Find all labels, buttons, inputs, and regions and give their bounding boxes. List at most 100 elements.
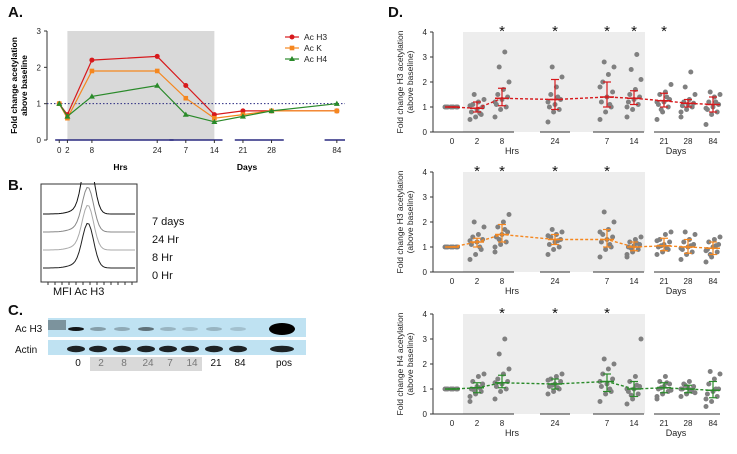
- y-tick-label: 1: [423, 103, 428, 112]
- data-point: [610, 376, 616, 382]
- flow-histogram-curve: [43, 222, 135, 269]
- y-tick-label: 2: [423, 78, 428, 87]
- data-point: [211, 118, 218, 125]
- y-axis-label-line: Fold change H4 acetylation: [395, 312, 405, 415]
- data-point: [706, 99, 712, 105]
- data-point: [154, 68, 160, 74]
- data-point: [668, 229, 674, 235]
- data-point: [625, 99, 631, 105]
- data-point: [480, 381, 486, 387]
- data-point: [691, 384, 697, 389]
- data-point: [506, 366, 512, 372]
- y-tick-label: 1: [423, 385, 428, 394]
- y-tick-label: 1: [37, 100, 42, 109]
- y-axis-label-line: Fold change H3 acetylation: [395, 30, 405, 133]
- data-point: [627, 239, 633, 245]
- data-point: [664, 245, 670, 251]
- x-tick-label: 21: [238, 146, 247, 155]
- y-tick-label: 3: [423, 53, 428, 62]
- lane-label: 14: [186, 358, 198, 369]
- data-point: [600, 371, 606, 377]
- data-point: [611, 64, 617, 70]
- flow-label-24hr: 24 Hr: [152, 234, 179, 246]
- significance-marker: *: [604, 305, 610, 322]
- data-point: [551, 389, 557, 394]
- x-tick-label: 0: [450, 419, 455, 428]
- data-point: [703, 404, 709, 409]
- data-point: [638, 77, 644, 82]
- data-point: [559, 371, 565, 377]
- significance-marker: *: [552, 23, 558, 40]
- data-point: [555, 94, 561, 100]
- data-point: [556, 244, 562, 250]
- data-point: [493, 384, 499, 389]
- data-point: [481, 224, 487, 230]
- flow-histogram-curve: [43, 182, 135, 215]
- data-point: [603, 391, 609, 397]
- data-point: [548, 92, 554, 97]
- data-point: [498, 389, 504, 394]
- blot-band-actin: [113, 345, 131, 353]
- y-tick-label: 3: [423, 335, 428, 344]
- y-tick-label: 3: [37, 27, 42, 36]
- data-point: [624, 114, 630, 120]
- x-tick-label: 24: [551, 277, 560, 286]
- blot-strip-actin: [48, 340, 306, 355]
- data-point: [597, 399, 603, 404]
- data-point: [546, 104, 552, 110]
- data-point: [503, 239, 509, 245]
- data-point: [64, 113, 71, 119]
- data-point: [711, 237, 717, 242]
- data-point: [475, 374, 481, 379]
- x-tick-label: 84: [709, 419, 718, 428]
- western-blot-image: [48, 318, 306, 355]
- data-point: [601, 209, 607, 215]
- data-point: [601, 356, 607, 362]
- x-tick-label: 7: [605, 137, 610, 146]
- data-point: [627, 92, 633, 97]
- data-point: [492, 396, 498, 402]
- blot-band-actin: [89, 345, 107, 353]
- data-point: [333, 100, 340, 106]
- data-point: [496, 237, 502, 242]
- y-axis-label-line: (above baseline): [405, 50, 415, 113]
- data-point: [598, 99, 604, 105]
- y-tick-label: 2: [423, 360, 428, 369]
- data-point: [682, 84, 688, 90]
- data-point: [467, 103, 473, 109]
- y-axis-label-line: above baseline: [19, 55, 29, 116]
- x-tick-label: 0: [57, 146, 62, 155]
- data-point: [481, 97, 487, 102]
- x-tick-label: 7: [605, 277, 610, 286]
- data-point: [707, 89, 713, 95]
- x-tick-label: 84: [709, 137, 718, 146]
- data-point: [688, 69, 694, 75]
- data-point: [711, 376, 717, 382]
- data-point: [473, 252, 479, 257]
- x-tick-label: 21: [660, 277, 669, 286]
- data-point: [610, 234, 616, 240]
- lane-label: 0: [75, 358, 81, 369]
- data-point: [678, 109, 684, 115]
- data-point: [545, 99, 551, 105]
- data-point: [496, 351, 502, 357]
- data-point: [607, 242, 613, 247]
- data-point: [481, 371, 487, 377]
- flow-label-7days: 7 days: [152, 216, 185, 228]
- data-point: [717, 371, 723, 377]
- y-tick-label: 4: [423, 310, 428, 319]
- y-tick-label: 0: [37, 136, 42, 145]
- data-point: [545, 377, 551, 383]
- y-tick-label: 2: [423, 218, 428, 227]
- data-point: [88, 93, 95, 99]
- y-axis-label-line: Fold change H3 acetylation: [395, 170, 405, 273]
- data-point: [559, 74, 565, 80]
- lane-label: 8: [121, 358, 127, 369]
- data-point: [678, 114, 684, 120]
- x-tick-label: 84: [709, 277, 718, 286]
- x-tick-label: 2: [475, 137, 480, 146]
- data-point: [713, 243, 719, 249]
